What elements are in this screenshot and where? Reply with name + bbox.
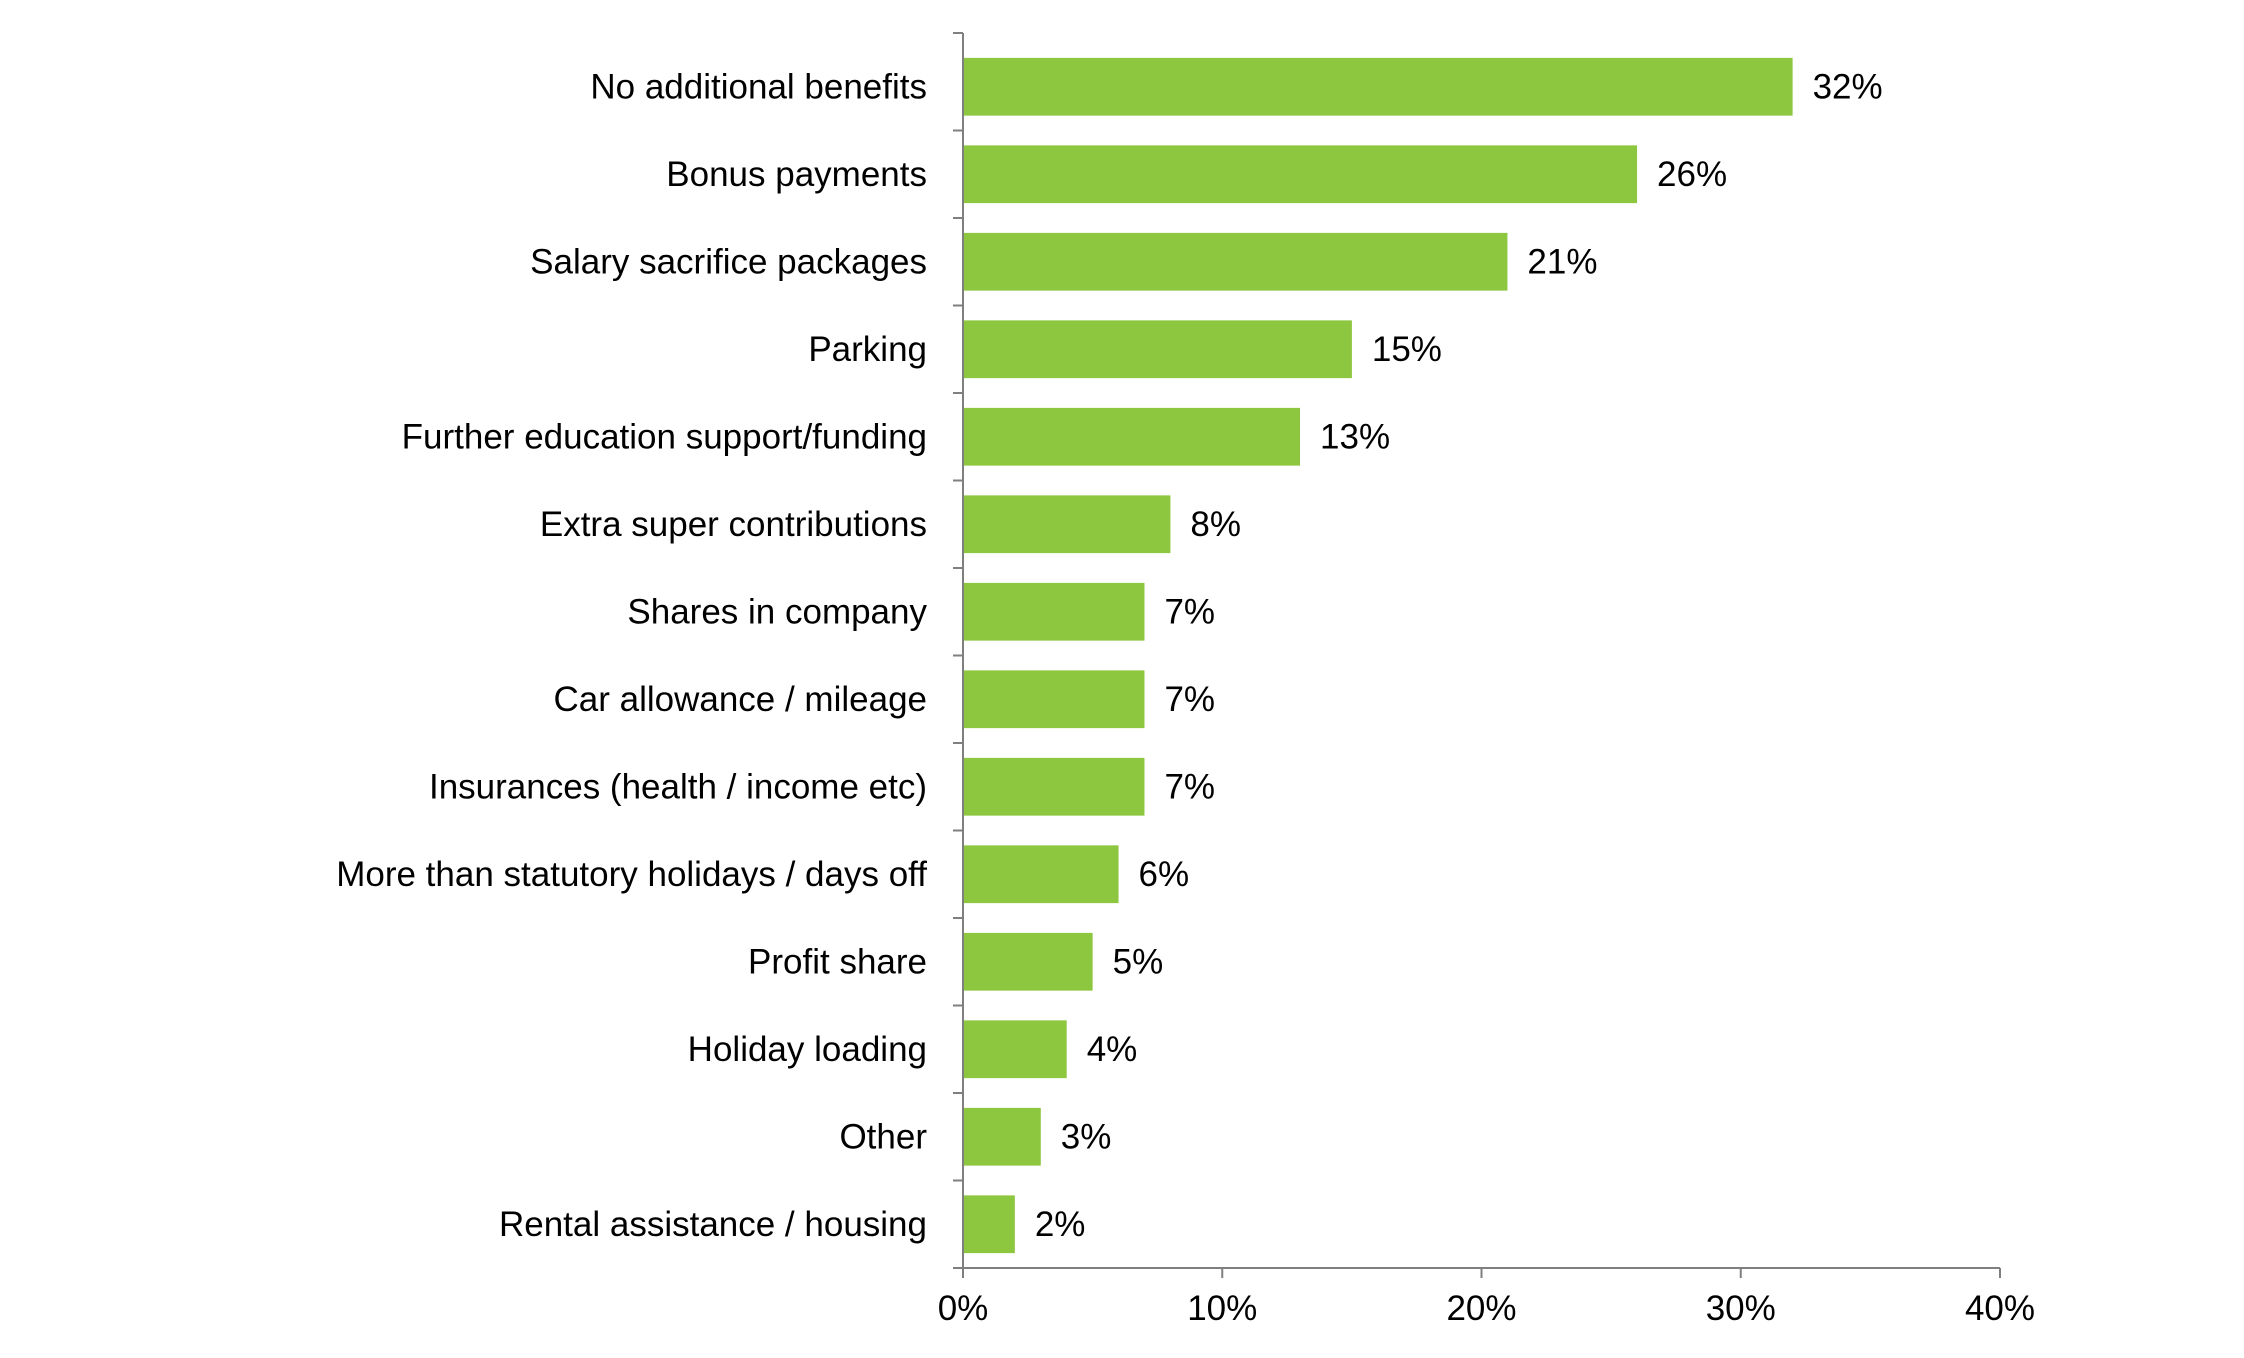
bar <box>963 582 1145 641</box>
data-label: 26% <box>1657 155 1727 194</box>
category-label: Further education support/funding <box>402 417 927 456</box>
axes-layer <box>953 32 2001 1278</box>
category-label: More than statutory holidays / days off <box>336 855 927 894</box>
bar <box>963 1020 1067 1079</box>
category-label: Bonus payments <box>666 155 927 194</box>
bar <box>963 757 1145 816</box>
bars-layer <box>963 57 1793 1254</box>
bar <box>963 57 1793 116</box>
category-label: Salary sacrifice packages <box>530 242 927 281</box>
bar <box>963 145 1638 204</box>
bar <box>963 1195 1015 1254</box>
category-label: Profit share <box>748 942 927 981</box>
category-label: Car allowance / mileage <box>553 680 927 719</box>
x-tick-label: 20% <box>1446 1289 1516 1328</box>
data-label: 32% <box>1813 67 1883 106</box>
data-label: 2% <box>1035 1205 1086 1244</box>
x-tick-label: 30% <box>1706 1289 1776 1328</box>
category-label: Parking <box>808 330 927 369</box>
category-label: Insurances (health / income etc) <box>429 767 927 806</box>
bar <box>963 845 1119 904</box>
category-label: No additional benefits <box>590 67 927 106</box>
bar <box>963 495 1171 554</box>
bar <box>963 1107 1041 1166</box>
category-label: Extra super contributions <box>540 505 927 544</box>
data-label: 3% <box>1061 1117 1112 1156</box>
labels-layer: No additional benefits 32% Bonus payments 2… <box>336 67 2035 1328</box>
data-label: 15% <box>1372 330 1442 369</box>
data-label: 13% <box>1320 417 1390 456</box>
category-label: Other <box>839 1117 927 1156</box>
x-tick-label: 40% <box>1965 1289 2035 1328</box>
data-label: 7% <box>1164 767 1215 806</box>
bar <box>963 407 1301 466</box>
x-tick-label: 0% <box>938 1289 989 1328</box>
bar <box>963 932 1093 991</box>
x-tick-label: 10% <box>1187 1289 1257 1328</box>
bar <box>963 670 1145 729</box>
data-label: 8% <box>1190 505 1241 544</box>
category-label: Shares in company <box>627 592 927 631</box>
data-label: 7% <box>1164 680 1215 719</box>
bar <box>963 320 1352 379</box>
data-label: 21% <box>1527 242 1597 281</box>
category-label: Rental assistance / housing <box>499 1205 927 1244</box>
category-label: Holiday loading <box>688 1030 927 1069</box>
data-label: 6% <box>1139 855 1190 894</box>
data-label: 7% <box>1164 592 1215 631</box>
data-label: 4% <box>1087 1030 1138 1069</box>
bar <box>963 232 1508 291</box>
data-label: 5% <box>1113 942 1164 981</box>
